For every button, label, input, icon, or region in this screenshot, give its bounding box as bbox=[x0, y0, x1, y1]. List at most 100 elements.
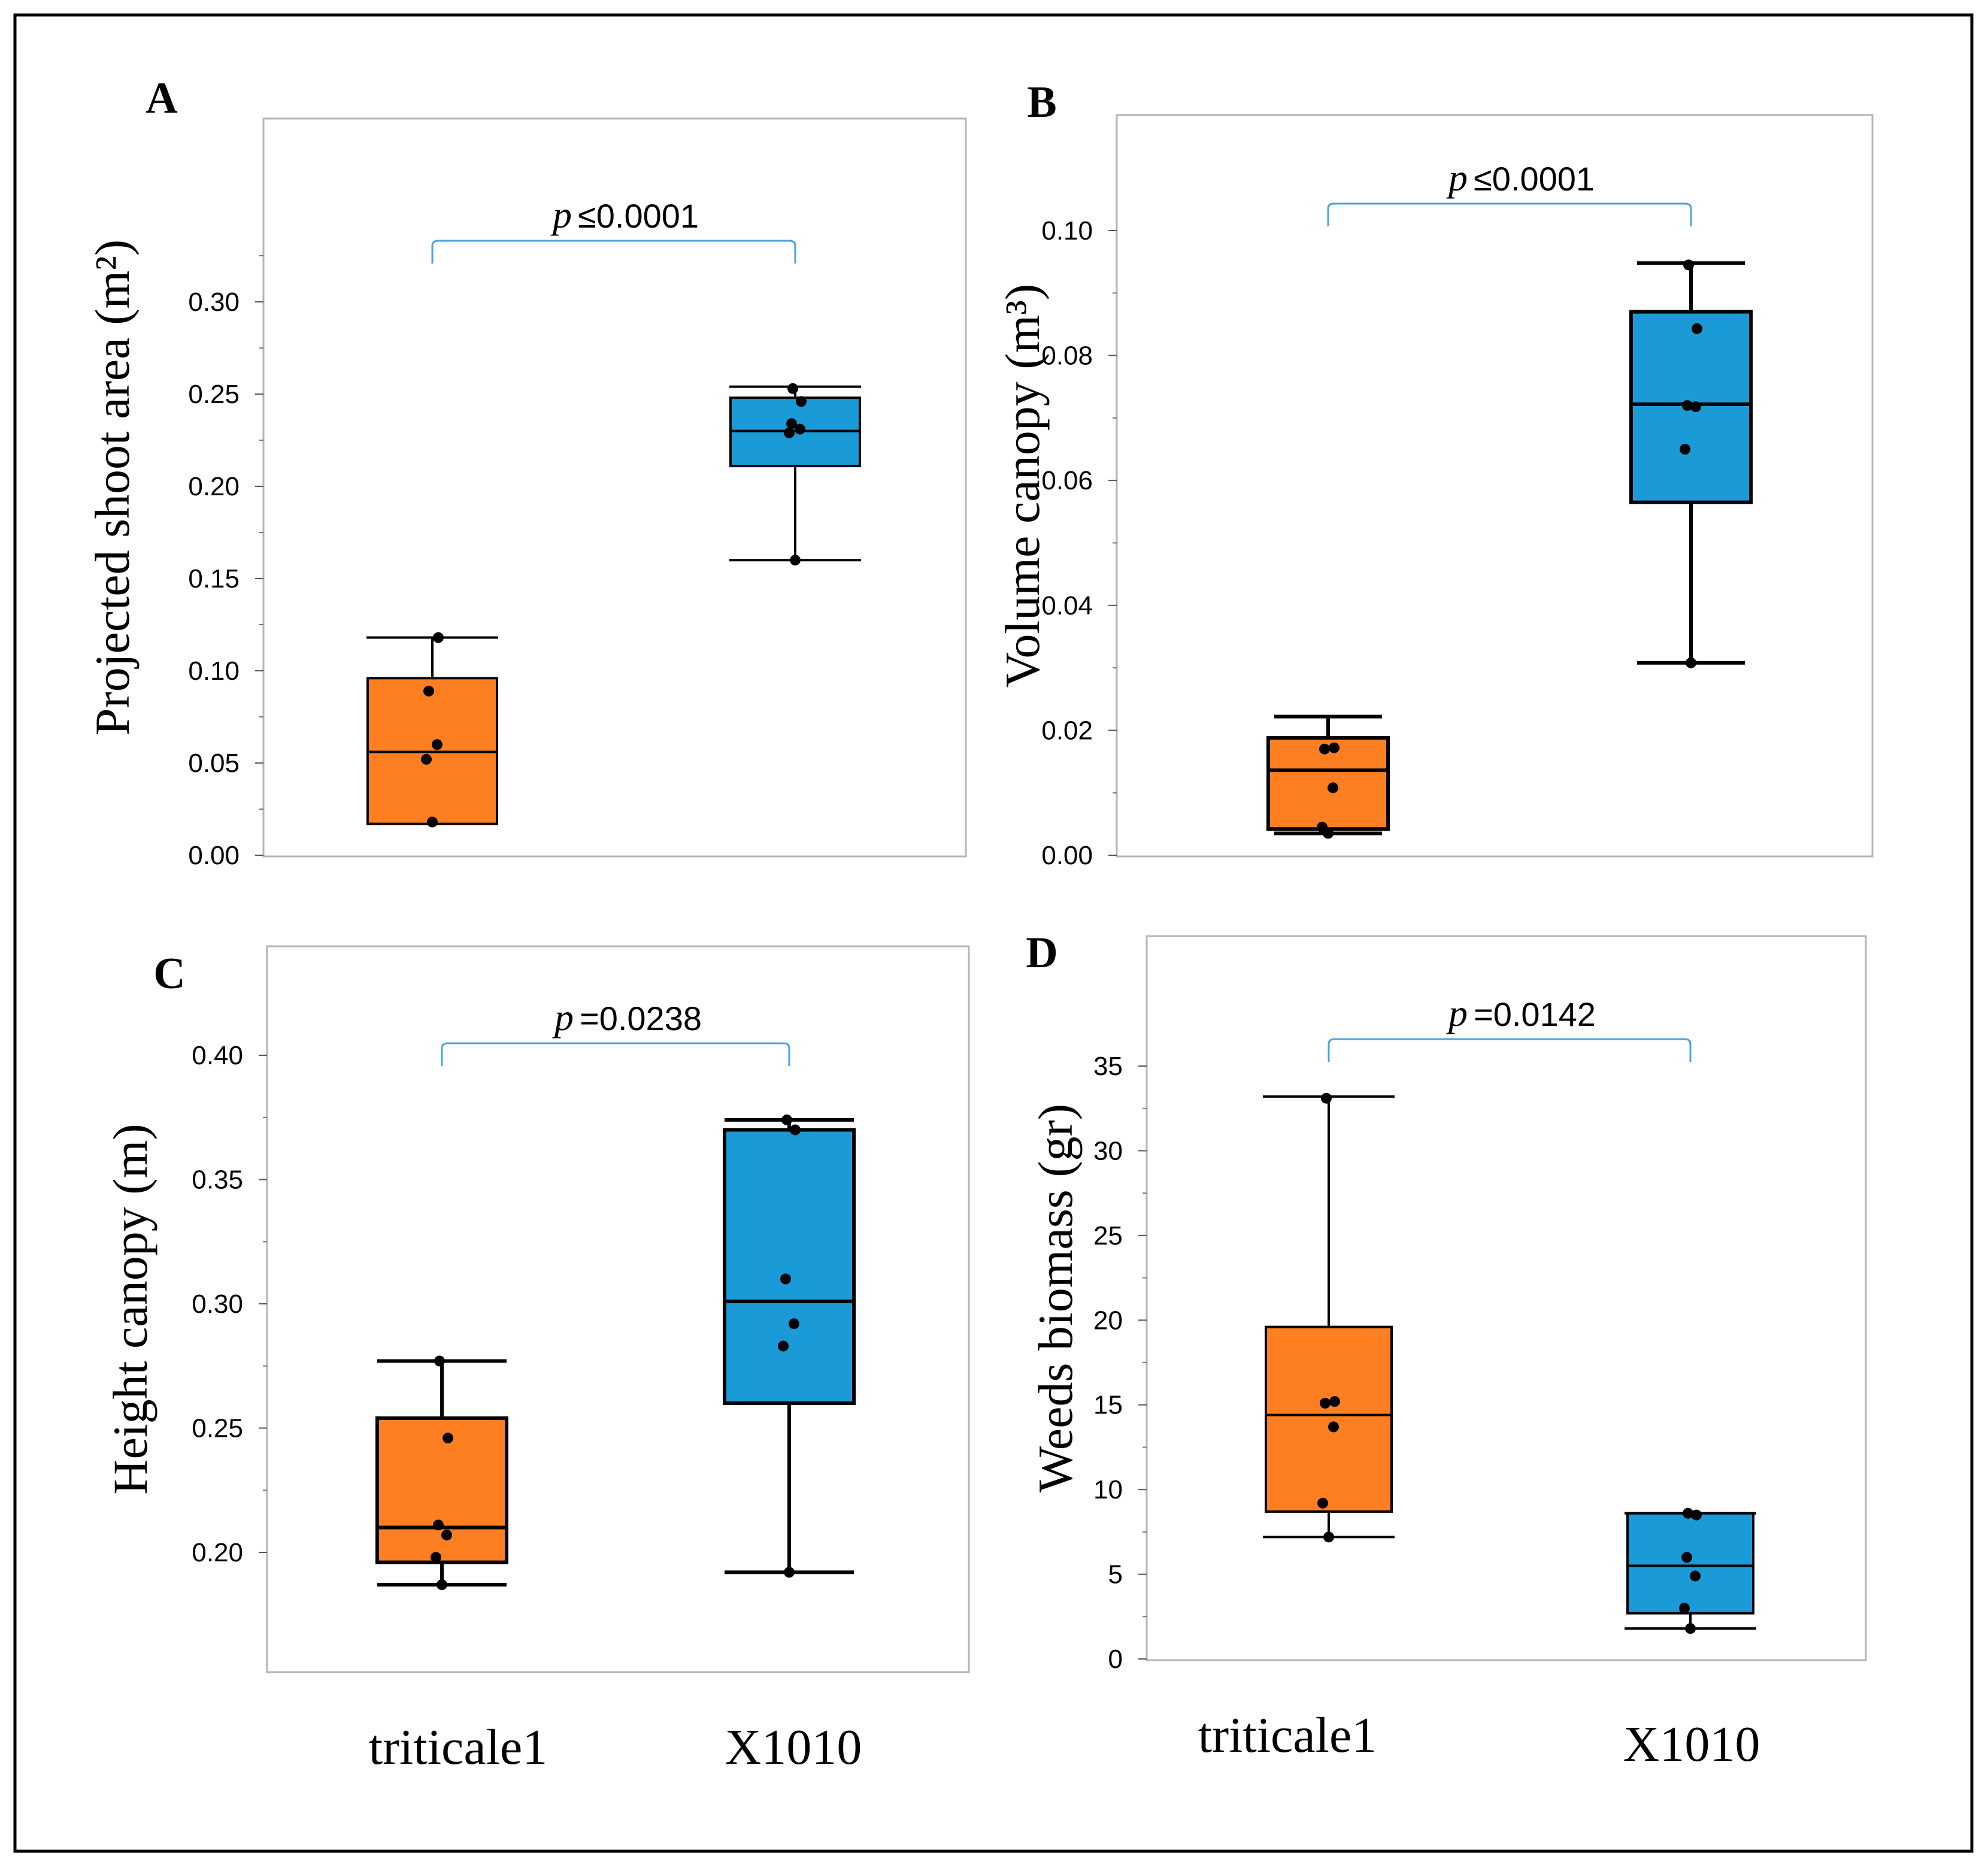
y-tick-label-a: 0.25 bbox=[188, 380, 240, 409]
significance-bracket-a bbox=[431, 240, 796, 264]
data-point-a-x1010 bbox=[796, 396, 807, 407]
y-tick-label-b: 0.00 bbox=[1041, 841, 1093, 870]
y-tick-label-b: 0.02 bbox=[1041, 716, 1093, 745]
y-tick-label-a: 0.10 bbox=[188, 656, 240, 686]
data-point-c-x1010 bbox=[784, 1567, 795, 1578]
data-point-c-triticale1 bbox=[431, 1552, 441, 1563]
plot-frame-c bbox=[266, 945, 970, 1673]
data-point-b-x1010 bbox=[1686, 657, 1696, 668]
data-point-d-x1010 bbox=[1690, 1570, 1701, 1582]
significance-bracket-d bbox=[1328, 1038, 1692, 1062]
panel-c: C Height canopy (m) 0.20 0.25 0.30 0.35 0.40 p =… bbox=[103, 945, 970, 1673]
significance-bracket-b bbox=[1327, 202, 1692, 226]
p-value-symbol-b: p bbox=[1446, 156, 1468, 199]
y-tick-label-b: 0.04 bbox=[1041, 591, 1093, 620]
data-point-a-x1010 bbox=[790, 555, 801, 566]
plot-frame-a bbox=[262, 117, 967, 858]
data-point-c-triticale1 bbox=[434, 1355, 445, 1367]
p-value-text-d: =0.0142 bbox=[1474, 995, 1596, 1033]
data-point-a-triticale1 bbox=[427, 816, 438, 828]
y-tick-label-d: 10 bbox=[1093, 1475, 1123, 1504]
y-tick-label-d: 0 bbox=[1108, 1645, 1123, 1674]
data-point-a-x1010 bbox=[787, 383, 798, 394]
y-tick-label-d: 15 bbox=[1093, 1391, 1123, 1420]
data-point-b-triticale1 bbox=[1328, 782, 1338, 794]
y-tick-label-b: 0.06 bbox=[1041, 466, 1093, 495]
data-point-c-x1010 bbox=[781, 1114, 792, 1125]
data-point-d-x1010 bbox=[1685, 1623, 1696, 1634]
y-tick-label-a: 0.00 bbox=[188, 841, 240, 870]
y-axis-label-b: Volume canopy (m³) bbox=[995, 284, 1050, 688]
panel-letter-a: A bbox=[146, 74, 177, 123]
data-point-d-x1010 bbox=[1691, 1509, 1702, 1521]
data-point-c-triticale1 bbox=[433, 1519, 444, 1531]
x-category-label-left-triticale1: triticale1 bbox=[369, 1719, 548, 1775]
panel-letter-c: C bbox=[153, 949, 185, 998]
y-tick-label-a: 0.15 bbox=[188, 564, 240, 594]
p-value-text-c: =0.0238 bbox=[580, 1000, 702, 1037]
y-tick-label-c: 0.25 bbox=[192, 1414, 243, 1443]
data-point-d-x1010 bbox=[1679, 1603, 1690, 1614]
data-point-b-triticale1 bbox=[1317, 822, 1328, 833]
significance-bracket-c bbox=[441, 1042, 790, 1066]
y-tick-label-a: 0.30 bbox=[188, 287, 240, 317]
x-category-label-left-x1010: X1010 bbox=[725, 1719, 862, 1775]
data-point-c-x1010 bbox=[780, 1273, 791, 1285]
data-point-a-x1010 bbox=[795, 423, 805, 435]
panel-letter-d: D bbox=[1026, 928, 1057, 977]
y-axis-label-a: Projected shoot area (m²) bbox=[85, 240, 140, 735]
data-point-d-x1010 bbox=[1683, 1507, 1693, 1519]
p-value-symbol-a: p bbox=[550, 193, 572, 236]
y-tick-label-d: 25 bbox=[1093, 1221, 1123, 1251]
data-point-c-triticale1 bbox=[443, 1433, 453, 1444]
p-value-symbol-d: p bbox=[1446, 992, 1468, 1034]
data-point-b-x1010 bbox=[1690, 401, 1701, 413]
data-point-d-triticale1 bbox=[1328, 1421, 1339, 1433]
data-point-b-x1010 bbox=[1683, 259, 1694, 271]
data-point-c-triticale1 bbox=[437, 1579, 447, 1590]
data-point-d-triticale1 bbox=[1329, 1396, 1340, 1407]
y-tick-label-d: 35 bbox=[1093, 1052, 1123, 1081]
data-point-b-x1010 bbox=[1680, 444, 1690, 455]
data-point-a-triticale1 bbox=[432, 739, 443, 750]
panel-d: D Weeds biomass (gr) 0 5 10 15 20 25 30 35 p =0.014… bbox=[1026, 928, 1867, 1674]
data-point-c-x1010 bbox=[790, 1124, 801, 1136]
box-b-triticale1 bbox=[1266, 735, 1390, 831]
plot-frame-b bbox=[1116, 114, 1874, 858]
y-tick-label-d: 30 bbox=[1093, 1136, 1123, 1165]
p-value-text-a: ≤0.0001 bbox=[578, 197, 699, 235]
data-point-c-x1010 bbox=[778, 1340, 789, 1352]
data-point-d-triticale1 bbox=[1317, 1497, 1328, 1509]
data-point-b-x1010 bbox=[1692, 323, 1702, 334]
data-point-b-triticale1 bbox=[1329, 742, 1340, 753]
y-tick-label-b: 0.10 bbox=[1041, 216, 1093, 246]
data-point-a-triticale1 bbox=[423, 685, 434, 697]
box-c-x1010 bbox=[723, 1128, 856, 1405]
plot-frame-d bbox=[1145, 935, 1867, 1661]
p-value-text-b: ≤0.0001 bbox=[1474, 160, 1595, 198]
y-tick-label-c: 0.35 bbox=[192, 1165, 243, 1195]
y-tick-label-a: 0.05 bbox=[188, 749, 240, 778]
box-c-triticale1 bbox=[375, 1416, 508, 1564]
data-point-b-triticale1 bbox=[1319, 743, 1330, 755]
panel-b: B Volume canopy (m³) 0.00 0.02 0.04 0.06 0.08 0… bbox=[995, 78, 1874, 870]
data-point-c-triticale1 bbox=[441, 1529, 452, 1540]
y-tick-label-c: 0.30 bbox=[192, 1289, 243, 1319]
data-point-b-x1010 bbox=[1682, 400, 1693, 411]
box-d-x1010 bbox=[1626, 1512, 1754, 1615]
data-point-a-x1010 bbox=[784, 427, 795, 438]
x-category-label-right-x1010: X1010 bbox=[1623, 1716, 1760, 1772]
y-axis-label-d: Weeds biomass (gr) bbox=[1028, 1104, 1083, 1492]
data-point-a-triticale1 bbox=[421, 753, 432, 765]
y-tick-label-d: 5 bbox=[1108, 1560, 1123, 1590]
y-tick-label-a: 0.20 bbox=[188, 472, 240, 501]
data-point-c-x1010 bbox=[789, 1318, 799, 1330]
panel-a: A Projected shoot area (m²) 0.00 0.05 0.10 0.… bbox=[85, 74, 967, 870]
y-tick-label-c: 0.20 bbox=[192, 1538, 243, 1567]
p-value-symbol-c: p bbox=[552, 996, 574, 1039]
x-category-label-right-triticale1: triticale1 bbox=[1198, 1707, 1377, 1763]
data-point-a-triticale1 bbox=[433, 632, 444, 643]
y-tick-label-d: 20 bbox=[1093, 1306, 1123, 1335]
box-d-triticale1 bbox=[1265, 1325, 1393, 1513]
